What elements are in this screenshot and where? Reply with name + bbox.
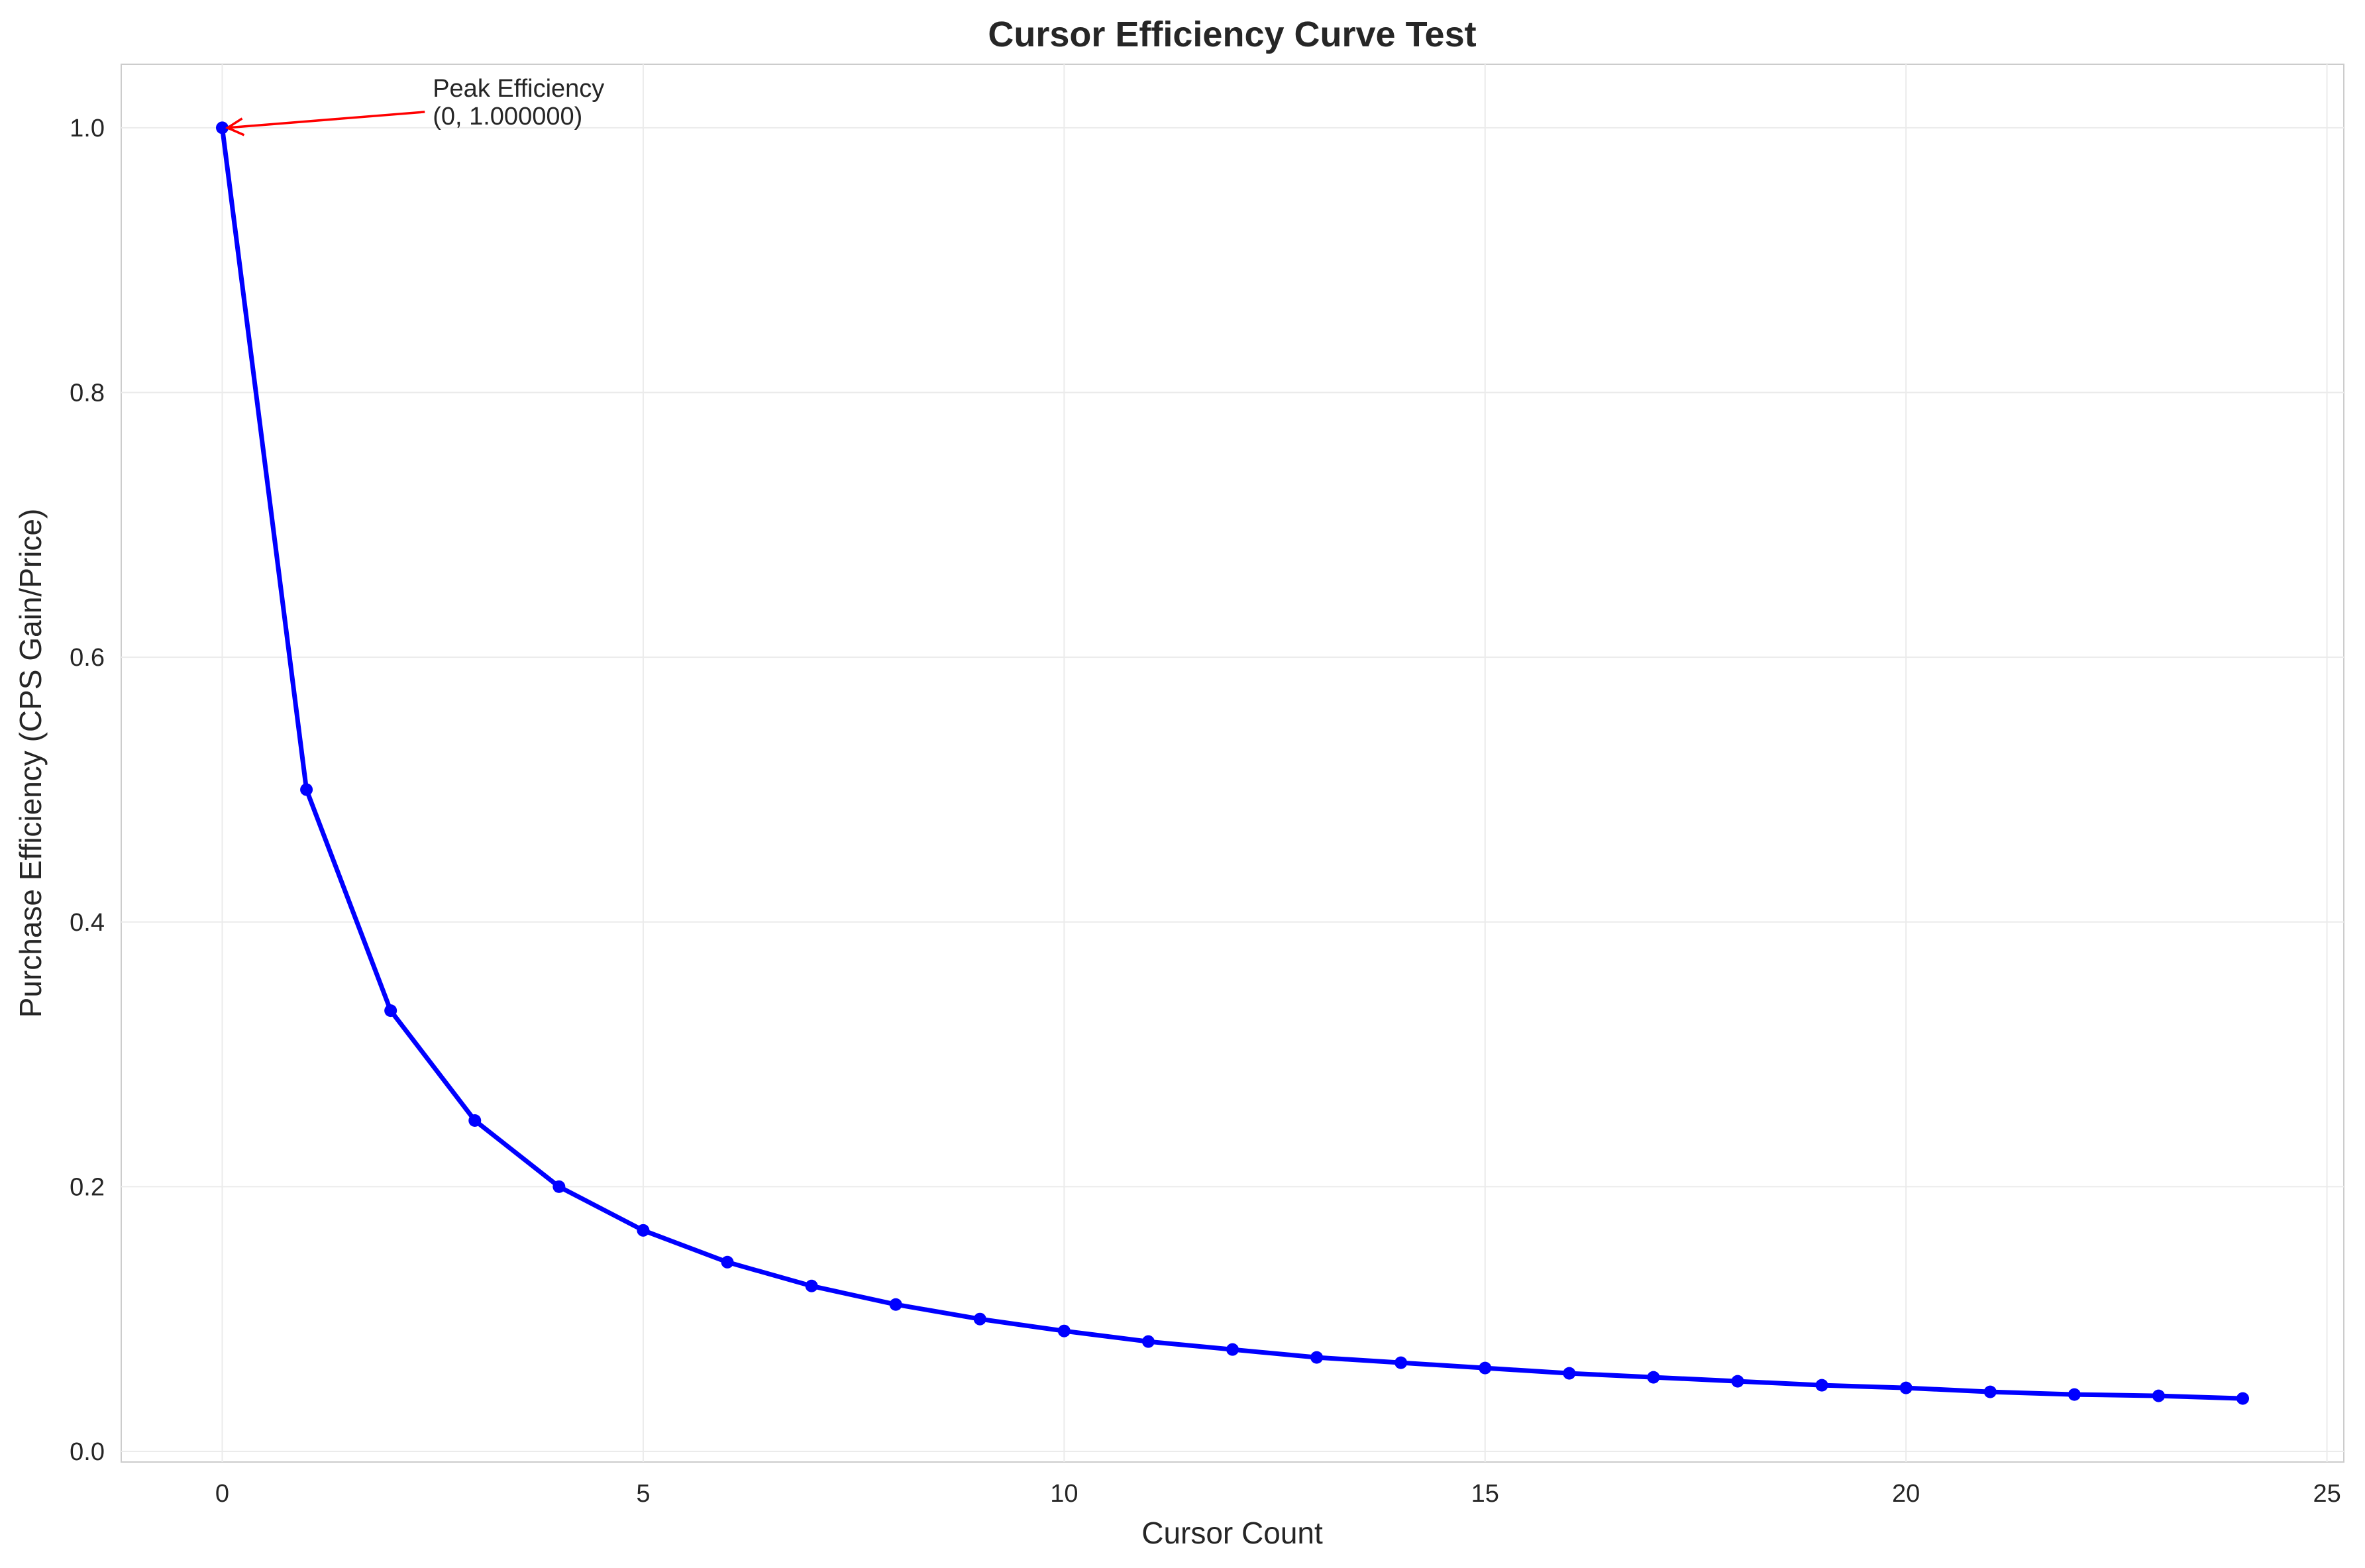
grid <box>121 64 2344 1462</box>
x-axis-label: Cursor Count <box>1141 1516 1323 1550</box>
y-tick-label: 0.8 <box>70 380 105 407</box>
data-point <box>1310 1351 1324 1364</box>
data-point <box>1899 1381 1913 1394</box>
x-tick-label: 0 <box>215 1480 229 1508</box>
annotation-text-line1: Peak Efficiency <box>433 75 604 103</box>
x-tick-label: 20 <box>1892 1480 1920 1508</box>
y-tick-label: 0.2 <box>70 1173 105 1201</box>
data-point <box>1731 1375 1744 1388</box>
data-point <box>1479 1361 1492 1375</box>
x-tick-label: 25 <box>2313 1480 2340 1508</box>
y-tick-label: 0.6 <box>70 644 105 672</box>
data-point <box>2236 1392 2249 1405</box>
data-point <box>889 1298 902 1311</box>
x-tick-label: 15 <box>1471 1480 1499 1508</box>
data-point <box>805 1279 818 1292</box>
annotation-arrow-head <box>225 117 245 136</box>
annotation: Peak Efficiency(0, 1.000000) <box>225 75 604 136</box>
data-point <box>1141 1335 1155 1348</box>
data-point <box>973 1312 986 1326</box>
data-point <box>1815 1379 1828 1392</box>
data-point <box>1057 1324 1071 1337</box>
ticks: 0 5 10 15 20 25 0.0 0.2 0.4 0.6 0.8 1.0 <box>70 115 2341 1508</box>
y-axis-label: Purchase Efficiency (CPS Gain/Price) <box>13 509 48 1018</box>
plot-background <box>121 64 2344 1463</box>
series-layer <box>216 121 2249 1405</box>
data-point <box>468 1114 482 1127</box>
data-point <box>2152 1389 2165 1402</box>
y-tick-label: 0.4 <box>70 909 105 937</box>
chart-title: Cursor Efficiency Curve Test <box>988 15 1476 54</box>
data-point <box>637 1224 650 1237</box>
data-point <box>384 1004 397 1018</box>
data-point <box>1983 1385 1997 1398</box>
data-point <box>1647 1371 1660 1384</box>
data-point <box>1563 1367 1576 1380</box>
annotation-text-line2: (0, 1.000000) <box>433 103 582 131</box>
y-tick-label: 1.0 <box>70 115 105 142</box>
data-point <box>2068 1388 2081 1401</box>
data-point <box>300 783 313 796</box>
x-tick-label: 10 <box>1050 1480 1078 1508</box>
data-point <box>1226 1343 1239 1356</box>
y-tick-label: 0.0 <box>70 1438 105 1466</box>
data-point <box>216 121 229 134</box>
data-point <box>1394 1356 1408 1369</box>
data-point <box>721 1255 734 1269</box>
x-tick-label: 5 <box>636 1480 650 1508</box>
annotation-arrow-line <box>227 111 425 129</box>
data-point <box>552 1180 566 1193</box>
